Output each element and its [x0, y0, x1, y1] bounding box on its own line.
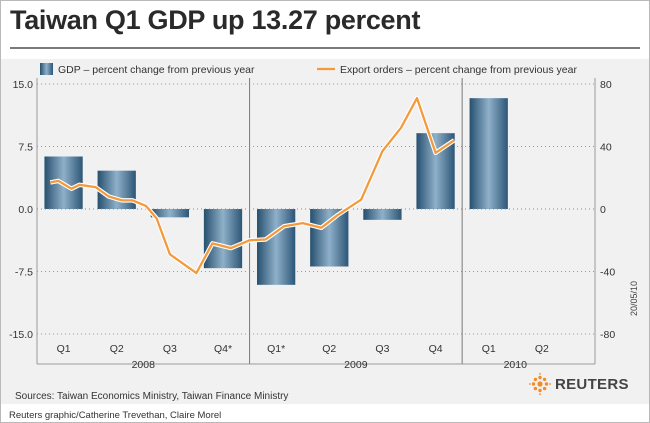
- gdp-bar: [203, 209, 243, 269]
- legend-label-gdp: GDP – percent change from previous year: [58, 64, 255, 76]
- gdp-bar: [363, 209, 402, 220]
- x-tick-label: Q3: [375, 343, 389, 355]
- chart-title: Taiwan Q1 GDP up 13.27 percent: [10, 5, 421, 35]
- date-code: 20/05/10: [629, 280, 639, 316]
- credit-note: Reuters graphic/Catherine Trevethan, Cla…: [9, 410, 222, 421]
- reuters-dots-icon: [529, 373, 551, 395]
- reuters-wordmark: REUTERS: [555, 375, 629, 393]
- y-right-tick-label: -40: [600, 267, 615, 279]
- x-tick-label: Q2: [322, 343, 336, 355]
- y-left-tick-label: -7.5: [15, 267, 33, 279]
- title-rule: [10, 47, 640, 49]
- x-tick-label: Q1: [482, 343, 496, 355]
- y-left-tick-label: 7.5: [18, 142, 33, 154]
- legend-swatch-gdp: [40, 63, 53, 75]
- export-orders-line: [50, 96, 455, 275]
- y-right-tick-label: -80: [600, 329, 615, 341]
- year-label: 2009: [344, 359, 368, 371]
- source-note: Sources: Taiwan Economics Ministry, Taiw…: [15, 391, 289, 402]
- y-left-tick-label: 0.0: [18, 204, 33, 216]
- year-label: 2010: [504, 359, 528, 371]
- x-tick-label: Q2: [110, 343, 124, 355]
- gdp-bar: [310, 209, 349, 267]
- y-right-tick-label: 80: [600, 79, 612, 91]
- gdp-bar: [97, 170, 136, 209]
- legend-label-export: Export orders – percent change from prev…: [340, 64, 577, 76]
- y-right-tick-label: 40: [600, 142, 612, 154]
- chart-svg: 15.0 7.5 0.0 -7.5 -15.0 80 40 0 -40 -80 Q1 Q2 Q3 Q4* Q…: [9, 63, 615, 371]
- x-tick-label: Q4: [429, 343, 443, 355]
- x-tick-label: Q4*: [214, 343, 232, 355]
- gdp-bar: [150, 209, 189, 218]
- year-label: 2008: [132, 359, 156, 371]
- plot-panel: 15.0 7.5 0.0 -7.5 -15.0 80 40 0 -40 -80 Q1 Q2 Q3 Q4* Q…: [1, 59, 649, 404]
- y-left-tick-label: -15.0: [9, 329, 33, 341]
- y-left-tick-label: 15.0: [13, 79, 34, 91]
- x-tick-label: Q1*: [267, 343, 285, 355]
- gdp-bar: [257, 209, 296, 285]
- x-tick-label: Q2: [535, 343, 549, 355]
- gdp-bar: [469, 98, 508, 209]
- reuters-logo: REUTERS: [529, 373, 629, 395]
- y-right-tick-label: 0: [600, 204, 606, 216]
- x-tick-label: Q3: [163, 343, 177, 355]
- x-tick-label: Q1: [57, 343, 71, 355]
